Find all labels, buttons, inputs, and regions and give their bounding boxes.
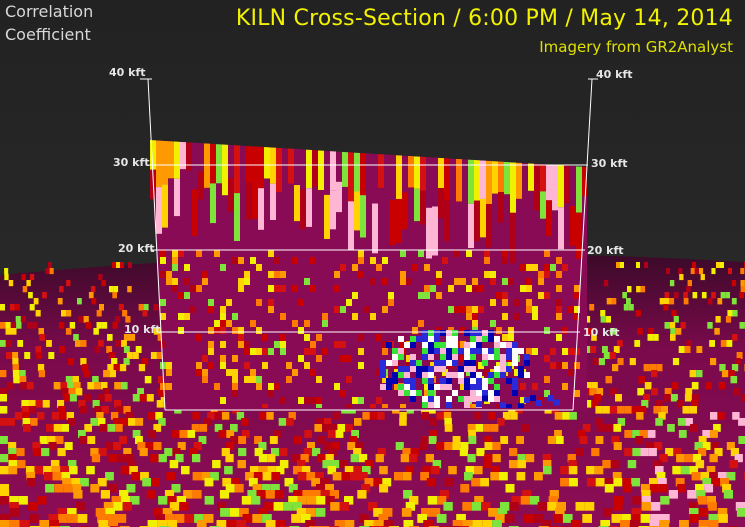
alt-label-10-left: 10 kft	[124, 323, 161, 336]
title: KILN Cross-Section / 6:00 PM / May 14, 2…	[235, 6, 733, 31]
alt-label-30-right: 30 kft	[591, 157, 628, 170]
alt-label-20-left: 20 kft	[118, 242, 155, 255]
alt-label-40-left: 40 kft	[109, 66, 146, 79]
cross-section-pixels	[150, 140, 587, 408]
alt-label-20-right: 20 kft	[587, 244, 624, 257]
product-label-line-1: Correlation	[5, 2, 94, 21]
alt-label-10-right: 10 kft	[583, 326, 620, 339]
imagery-credit: Imagery from GR2Analyst	[539, 38, 733, 56]
alt-label-30-left: 30 kft	[113, 156, 150, 169]
right-frame-edge	[572, 78, 593, 411]
alt-label-40-right: 40 kft	[596, 68, 633, 81]
product-label: Correlation Coefficient	[5, 0, 93, 46]
cross-section-panel	[150, 140, 587, 410]
altitude-grid	[140, 78, 598, 411]
left-frame-edge	[147, 78, 166, 411]
product-label-line-2: Coefficient	[5, 25, 91, 44]
